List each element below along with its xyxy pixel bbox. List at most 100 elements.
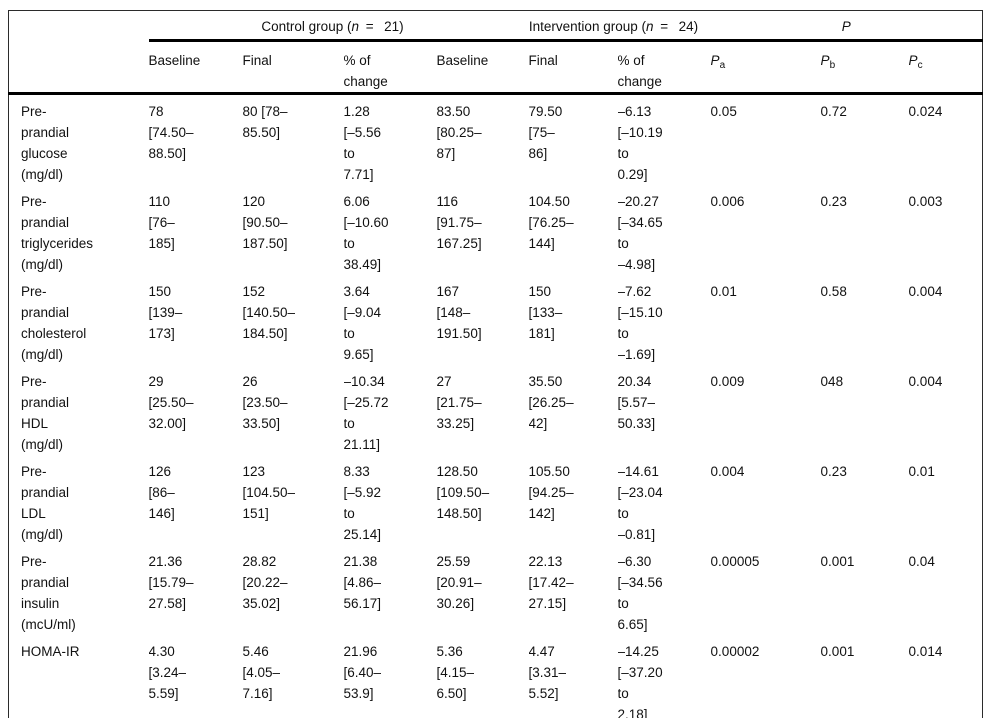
- cell: 0.009: [710, 374, 745, 389]
- cell: 35.50 [26.25– 42]: [528, 374, 574, 431]
- cell: 83.50 [80.25– 87]: [436, 104, 482, 161]
- row-label: Pre- prandial LDL (mg/dl): [21, 464, 70, 542]
- cell: 78 [74.50– 88.50]: [148, 104, 194, 161]
- control-group-header-pre: Control group (: [261, 19, 352, 34]
- cell: 8.33 [–5.92 to 25.14]: [343, 464, 382, 542]
- cell: 116 [91.75– 167.25]: [436, 194, 482, 251]
- cell: 0.003: [908, 194, 943, 209]
- table-row-ldl: Pre- prandial LDL (mg/dl) 126 [86– 146] …: [9, 455, 983, 545]
- cell: 0.58: [820, 284, 847, 299]
- intervention-baseline-header: Baseline: [436, 40, 529, 95]
- cell: 0.23: [820, 194, 847, 209]
- cell: –20.27 [–34.65 to –4.98]: [617, 194, 663, 272]
- p-c-sub: c: [917, 60, 923, 71]
- cell: 0.014: [908, 644, 943, 659]
- cell: 128.50 [109.50– 148.50]: [436, 464, 490, 521]
- cell: –6.13 [–10.19 to 0.29]: [617, 104, 663, 182]
- cell: 126 [86– 146]: [148, 464, 175, 521]
- row-label: Pre- prandial HDL (mg/dl): [21, 374, 70, 452]
- control-pct-change-header: % of change: [343, 40, 437, 95]
- intervention-pct-change-header: % of change: [617, 40, 711, 95]
- cell: 167 [148– 191.50]: [436, 284, 482, 341]
- row-label: Pre- prandial cholesterol (mg/dl): [21, 284, 87, 362]
- cell: 20.34 [5.57– 50.33]: [617, 374, 656, 431]
- cell: 105.50 [94.25– 142]: [528, 464, 574, 521]
- cell: 150 [133– 181]: [528, 284, 563, 341]
- p-c-header: Pc: [908, 40, 983, 95]
- cell: 0.004: [908, 374, 943, 389]
- table-row-cholesterol: Pre- prandial cholesterol (mg/dl) 150 [1…: [9, 275, 983, 365]
- cell: 28.82 [20.22– 35.02]: [242, 554, 288, 611]
- column-header-row: Baseline Final % of change Baseline Fina…: [8, 40, 983, 95]
- results-table: Control group (n = 21) Intervention grou…: [8, 10, 983, 718]
- cell: 4.47 [3.31– 5.52]: [528, 644, 567, 701]
- cell: 6.06 [–10.60 to 38.49]: [343, 194, 389, 272]
- p-b-base: P: [820, 53, 830, 68]
- cell: 123 [104.50– 151]: [242, 464, 296, 521]
- p-a-sub: a: [719, 60, 726, 71]
- cell: 104.50 [76.25– 144]: [528, 194, 574, 251]
- table-row-insulin: Pre- prandial insulin (mcU/ml) 21.36 [15…: [9, 545, 983, 635]
- intervention-group-header: Intervention group (n = 24): [436, 10, 711, 42]
- cell: 5.36 [4.15– 6.50]: [436, 644, 475, 701]
- cell: 0.05: [710, 104, 737, 119]
- control-group-header-post: = 21): [358, 19, 404, 34]
- p-c-base: P: [908, 53, 918, 68]
- empty-corner-cell: [9, 11, 149, 41]
- cell: 29 [25.50– 32.00]: [148, 374, 194, 431]
- table-row-hdl: Pre- prandial HDL (mg/dl) 29 [25.50– 32.…: [9, 365, 983, 455]
- cell: 0.004: [908, 284, 943, 299]
- cell: –6.30 [–34.56 to 6.65]: [617, 554, 663, 632]
- p-b-header: Pb: [820, 40, 909, 95]
- cell: 79.50 [75– 86]: [528, 104, 563, 161]
- cell: –10.34 [–25.72 to 21.11]: [343, 374, 389, 452]
- empty-label-header: [8, 40, 149, 95]
- intervention-group-header-post: = 24): [653, 19, 699, 34]
- row-label: HOMA-IR: [21, 644, 80, 659]
- cell: 0.23: [820, 464, 847, 479]
- cell: 22.13 [17.42– 27.15]: [528, 554, 574, 611]
- row-label: Pre- prandial triglycerides (mg/dl): [21, 194, 94, 272]
- p-a-base: P: [710, 53, 720, 68]
- row-label: Pre- prandial glucose (mg/dl): [21, 104, 70, 182]
- cell: 21.38 [4.86– 56.17]: [343, 554, 382, 611]
- intervention-group-n: n: [645, 19, 654, 34]
- cell: 26 [23.50– 33.50]: [242, 374, 288, 431]
- cell: 21.96 [6.40– 53.9]: [343, 644, 382, 701]
- cell: 0.006: [710, 194, 745, 209]
- cell: 5.46 [4.05– 7.16]: [242, 644, 281, 701]
- cell: 4.30 [3.24– 5.59]: [148, 644, 187, 701]
- cell: 110 [76– 185]: [148, 194, 175, 251]
- cell: 0.001: [820, 644, 855, 659]
- cell: 0.024: [908, 104, 943, 119]
- cell: 21.36 [15.79– 27.58]: [148, 554, 194, 611]
- cell: 80 [78– 85.50]: [242, 104, 288, 140]
- cell: –7.62 [–15.10 to –1.69]: [617, 284, 663, 362]
- cell: 27 [21.75– 33.25]: [436, 374, 482, 431]
- cell: 3.64 [–9.04 to 9.65]: [343, 284, 382, 362]
- p-group-header: P: [710, 10, 983, 42]
- cell: –14.25 [–37.20 to 2.18]: [617, 644, 663, 718]
- cell: 0.00005: [710, 554, 760, 569]
- cell: 150 [139– 173]: [148, 284, 183, 341]
- control-group-n: n: [351, 19, 359, 34]
- cell: 0.00002: [710, 644, 760, 659]
- intervention-group-header-pre: Intervention group (: [528, 19, 646, 34]
- cell: 0.01: [710, 284, 737, 299]
- p-b-sub: b: [829, 60, 836, 71]
- table-row-homa-ir: HOMA-IR 4.30 [3.24– 5.59] 5.46 [4.05– 7.…: [9, 635, 983, 718]
- cell: 048: [820, 374, 844, 389]
- cell: 120 [90.50– 187.50]: [242, 194, 288, 251]
- cell: 0.004: [710, 464, 745, 479]
- cell: 25.59 [20.91– 30.26]: [436, 554, 482, 611]
- cell: –14.61 [–23.04 to –0.81]: [617, 464, 663, 542]
- cell: 0.01: [908, 464, 935, 479]
- table-row-triglycerides: Pre- prandial triglycerides (mg/dl) 110 …: [9, 185, 983, 275]
- row-label: Pre- prandial insulin (mcU/ml): [21, 554, 76, 632]
- p-a-header: Pa: [710, 40, 821, 95]
- cell: 152 [140.50– 184.50]: [242, 284, 296, 341]
- control-final-header: Final: [242, 40, 344, 95]
- cell: 0.04: [908, 554, 935, 569]
- table-row-glucose: Pre- prandial glucose (mg/dl) 78 [74.50–…: [9, 94, 983, 186]
